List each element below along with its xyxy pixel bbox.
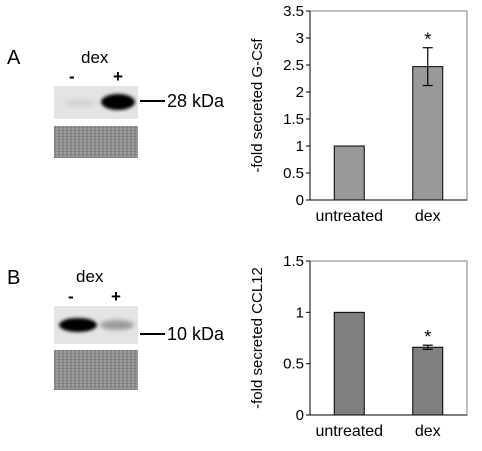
chart-b-y-tick-label: 0.5 <box>283 356 304 373</box>
chart-a-y-tick-label: 0 <box>296 192 304 209</box>
panel-a-treatment-label: dex <box>81 48 109 67</box>
panel-a-band-minus <box>64 99 96 107</box>
chart-a-gcsf: 0 0.5 1 1.5 2 2.5 3 3.5 -fold secreted G-Csf untr… <box>249 3 468 225</box>
panel-b-treatment-label: dex <box>76 267 104 286</box>
chart-a-y-tick-label: 3 <box>296 30 304 47</box>
chart-b-x-tick-label-untreated: untreated <box>315 423 383 440</box>
chart-b-bar-untreated <box>333 311 365 416</box>
panel-a-western-blot <box>54 86 138 119</box>
chart-a-bar-dex <box>412 66 444 201</box>
chart-a-y-tick-label: 3.5 <box>283 3 304 20</box>
chart-b-significance-dex: * <box>424 327 431 347</box>
panel-a-band-plus <box>101 94 135 110</box>
chart-a-y-axis-label: -fold secreted G-Csf <box>249 38 266 173</box>
chart-b-y-tick-label: 1.5 <box>283 253 304 270</box>
panel-b-lane-minus-label: - <box>68 287 74 306</box>
panel-a-loading-control <box>54 126 138 158</box>
chart-b-y-tick-label: 0 <box>296 407 304 424</box>
chart-b-y-tick-label: 1 <box>296 304 304 321</box>
panel-a-marker-line <box>140 100 165 102</box>
chart-b-y-axis-label: -fold secreted CCL12 <box>249 267 266 409</box>
chart-a-significance-dex: * <box>424 30 431 50</box>
chart-b-bar-dex <box>412 346 444 416</box>
chart-b-plot-area <box>309 260 468 416</box>
panel-a-letter: A <box>7 47 21 69</box>
chart-b-x-tick-label-dex: dex <box>415 423 441 440</box>
panel-b-western-blot <box>54 306 138 344</box>
chart-a-y-tick-label: 2.5 <box>283 57 304 74</box>
panel-a-lane-plus-label: + <box>113 67 123 86</box>
chart-a-bar-untreated <box>333 145 365 201</box>
panel-b-lane-plus-label: + <box>111 287 121 306</box>
chart-a-y-tick-label: 2 <box>296 84 304 101</box>
panel-b-letter: B <box>7 267 21 289</box>
panel-b-band-plus <box>100 320 134 330</box>
panel-a-marker-label: 28 kDa <box>167 91 225 111</box>
panel-b-band-minus <box>59 318 97 332</box>
chart-a-plot-area <box>309 10 468 201</box>
chart-a-y-tick-label: 1 <box>296 138 304 155</box>
panel-b-loading-control <box>54 350 138 390</box>
chart-a-y-tick-label: 1.5 <box>283 111 304 128</box>
chart-a-x-tick-label-untreated: untreated <box>315 208 383 225</box>
panel-b-marker-line <box>140 333 165 335</box>
chart-a-x-tick-label-dex: dex <box>415 208 441 225</box>
chart-b-ccl12: 0 0.5 1 1.5 -fold secreted CCL12 untreated * de… <box>249 253 468 440</box>
panel-b-marker-label: 10 kDa <box>167 324 225 344</box>
panel-a-lane-minus-label: - <box>69 67 75 86</box>
chart-a-y-tick-label: 0.5 <box>283 165 304 182</box>
